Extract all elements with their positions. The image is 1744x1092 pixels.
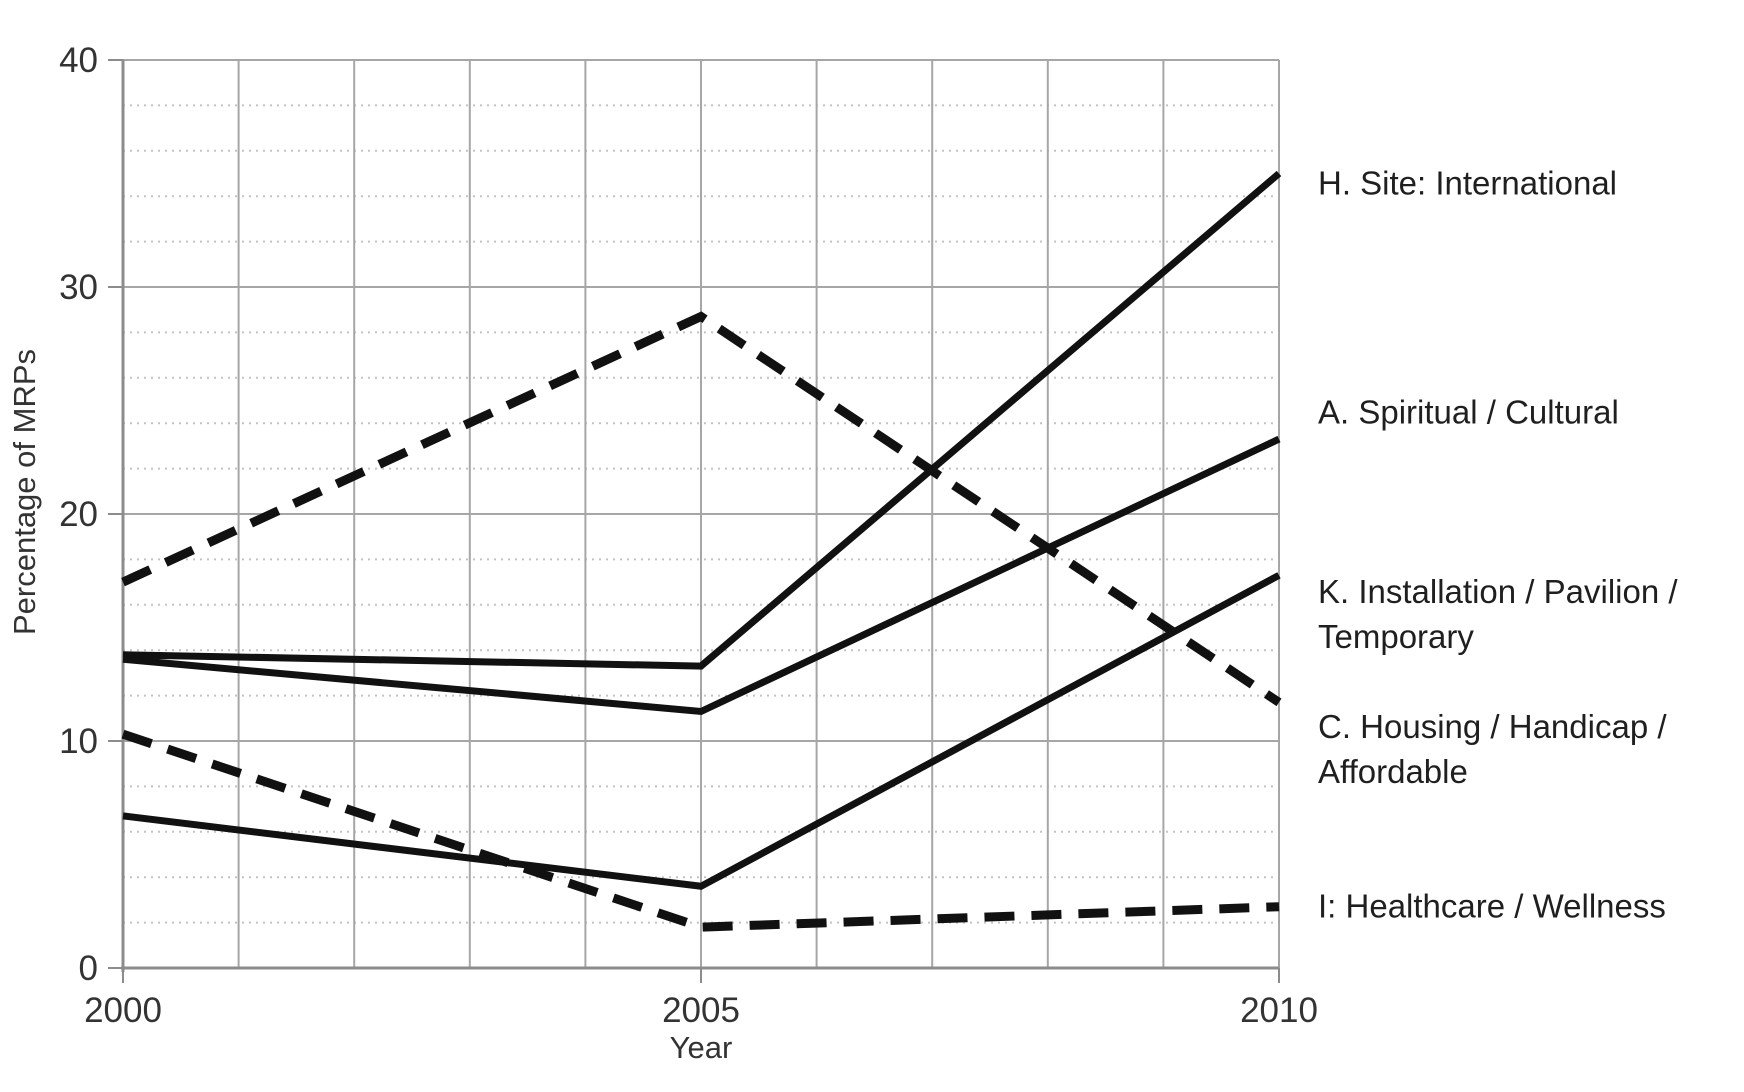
x-tick-label: 2000	[84, 991, 162, 1030]
x-tick-label: 2005	[662, 991, 740, 1030]
series-line-H	[122, 170, 1282, 670]
series-label-line: K. Installation / Pavilion /	[1318, 573, 1678, 610]
series-label-line: H. Site: International	[1318, 164, 1617, 202]
series-label-healthcare-wellness: I: Healthcare / Wellness	[1318, 884, 1666, 929]
series-label-line: C. Housing / Handicap /	[1318, 708, 1667, 745]
series-label-housing-handicap-affordable: C. Housing / Handicap / Affordable	[1318, 704, 1667, 794]
series-label-line: Affordable	[1318, 753, 1468, 790]
y-tick-label: 20	[59, 495, 98, 534]
x-axis-title: Year	[669, 1030, 733, 1065]
x-tick-label: 2010	[1240, 991, 1318, 1030]
series-label-line: I: Healthcare / Wellness	[1318, 887, 1666, 925]
y-tick-label: 30	[59, 268, 98, 307]
series-label-site-international: H. Site: International	[1318, 161, 1617, 206]
series-label-installation-pavilion-temporary: K. Installation / Pavilion / Temporary	[1318, 569, 1678, 659]
series-line-C	[121, 311, 1282, 707]
series-label-spiritual-cultural: A. Spiritual / Cultural	[1318, 390, 1619, 435]
y-tick-label: 0	[79, 949, 98, 988]
series-line-A	[122, 435, 1281, 716]
series-line-I	[121, 729, 1280, 932]
series-line-K	[122, 572, 1281, 890]
series-label-line: A. Spiritual / Cultural	[1318, 393, 1619, 431]
y-tick-label: 40	[59, 41, 98, 80]
y-axis-title: Percentage of MRPs	[7, 348, 42, 636]
y-tick-label: 10	[59, 722, 98, 761]
series-label-line: Temporary	[1318, 618, 1474, 655]
